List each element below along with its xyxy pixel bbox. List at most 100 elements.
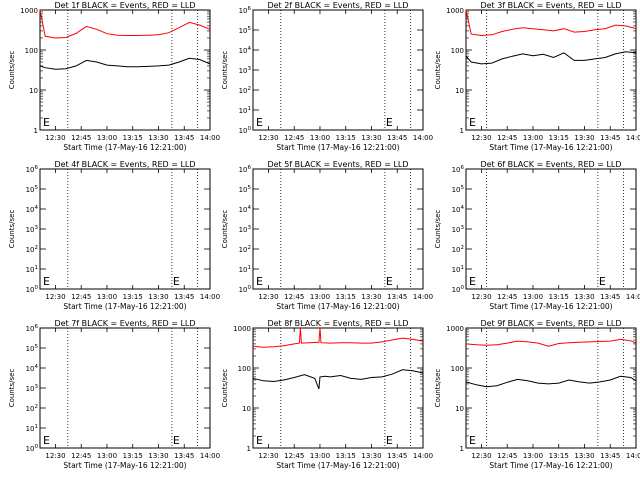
y-tick-label: 102	[26, 404, 38, 413]
y-axis-label: Counts/sec	[221, 369, 229, 408]
chart-title: Det 7f BLACK = Events, RED = LLD	[54, 319, 195, 328]
y-tick-label: 100	[451, 47, 464, 55]
x-tick-label: 14:00	[626, 293, 640, 301]
x-tick-label: 13:30	[574, 293, 594, 301]
x-tick-label: 13:00	[310, 293, 330, 301]
chart-title: Det 1f BLACK = Events, RED = LLD	[54, 1, 195, 10]
x-axis-label: Start Time (17-May-16 12:21:00)	[276, 143, 399, 152]
x-axis-label: Start Time (17-May-16 12:21:00)	[489, 461, 612, 470]
chart-panel-8: Det 8f BLACK = Events, RED = LLD 12:30 12:…	[221, 319, 433, 470]
x-axis-label: Start Time (17-May-16 12:21:00)	[63, 302, 186, 311]
lld-rate-line	[252, 327, 424, 348]
x-tick-label: 12:45	[284, 293, 304, 301]
event-marker-e: E	[386, 434, 393, 447]
x-tick-label: 13:45	[174, 293, 194, 301]
y-tick-label: 10	[242, 405, 251, 413]
event-marker-e: E	[599, 275, 606, 288]
y-tick-label: 104	[26, 364, 39, 373]
x-tick-label: 12:45	[71, 293, 91, 301]
y-tick-label: 103	[26, 225, 39, 234]
y-axis-label: Counts/sec	[434, 210, 442, 249]
x-tick-label: 14:00	[413, 134, 433, 142]
events-rate-line	[465, 51, 637, 65]
y-tick-label: 105	[26, 344, 39, 353]
y-tick-label: 106	[239, 6, 252, 15]
y-tick-label: 10	[455, 87, 464, 95]
plot-frame	[252, 168, 424, 290]
y-axis-label: Counts/sec	[221, 51, 229, 90]
y-tick-label: 106	[239, 165, 252, 174]
x-tick-label: 14:00	[200, 452, 220, 460]
y-tick-label: 1	[460, 445, 464, 453]
x-tick-label: 12:30	[471, 293, 491, 301]
x-tick-label: 13:45	[600, 134, 620, 142]
x-tick-label: 13:30	[361, 134, 381, 142]
x-tick-label: 12:30	[45, 134, 65, 142]
x-tick-label: 12:30	[471, 134, 491, 142]
x-tick-label: 13:00	[97, 134, 117, 142]
y-tick-label: 10	[29, 87, 38, 95]
x-tick-label: 13:00	[523, 134, 543, 142]
event-marker-e: E	[256, 275, 263, 288]
x-tick-label: 14:00	[413, 293, 433, 301]
y-tick-label: 1	[247, 445, 251, 453]
plot-frame	[39, 168, 211, 290]
x-tick-label: 14:00	[200, 293, 220, 301]
y-axis-label: Counts/sec	[221, 210, 229, 249]
x-tick-label: 13:45	[600, 293, 620, 301]
x-tick-label: 13:45	[174, 134, 194, 142]
y-axis-label: Counts/sec	[434, 369, 442, 408]
chart-title: Det 3f BLACK = Events, RED = LLD	[480, 1, 621, 10]
y-tick-label: 1000	[446, 325, 464, 333]
x-tick-label: 13:30	[148, 452, 168, 460]
y-tick-label: 10	[455, 405, 464, 413]
y-tick-label: 100	[25, 47, 38, 55]
event-marker-e: E	[469, 275, 476, 288]
y-tick-label: 1000	[446, 7, 464, 15]
x-axis-label: Start Time (17-May-16 12:21:00)	[276, 461, 399, 470]
chart-title: Det 5f BLACK = Events, RED = LLD	[267, 160, 408, 169]
lld-rate-line	[465, 9, 637, 37]
x-axis-label: Start Time (17-May-16 12:21:00)	[63, 461, 186, 470]
y-tick-label: 101	[26, 265, 38, 274]
x-tick-label: 12:45	[497, 293, 517, 301]
y-tick-label: 101	[26, 424, 38, 433]
x-tick-label: 12:30	[258, 134, 278, 142]
event-marker-e: E	[256, 434, 263, 447]
y-tick-label: 101	[239, 106, 251, 115]
event-marker-e: E	[386, 116, 393, 129]
event-marker-e: E	[173, 434, 180, 447]
event-marker-e: E	[43, 434, 50, 447]
x-tick-label: 13:15	[549, 293, 569, 301]
y-tick-label: 105	[239, 26, 252, 35]
y-tick-label: 100	[26, 444, 39, 453]
y-tick-label: 106	[452, 165, 465, 174]
chart-title: Det 6f BLACK = Events, RED = LLD	[480, 160, 621, 169]
event-marker-e: E	[469, 434, 476, 447]
chart-panel-9: Det 9f BLACK = Events, RED = LLD 12:30 12:…	[434, 319, 640, 470]
y-tick-label: 102	[239, 86, 251, 95]
x-tick-label: 14:00	[200, 134, 220, 142]
lld-rate-line	[39, 9, 211, 39]
chart-title: Det 2f BLACK = Events, RED = LLD	[267, 1, 408, 10]
x-axis-label: Start Time (17-May-16 12:21:00)	[63, 143, 186, 152]
x-tick-label: 13:00	[523, 452, 543, 460]
y-tick-label: 101	[452, 265, 464, 274]
y-tick-label: 100	[239, 285, 252, 294]
x-tick-label: 14:00	[413, 452, 433, 460]
x-tick-label: 13:45	[387, 134, 407, 142]
y-tick-label: 101	[239, 265, 251, 274]
x-tick-label: 12:30	[258, 293, 278, 301]
x-axis-label: Start Time (17-May-16 12:21:00)	[489, 302, 612, 311]
plot-frame	[39, 9, 211, 131]
event-marker-e: E	[469, 116, 476, 129]
y-axis-label: Counts/sec	[8, 369, 16, 408]
y-tick-label: 102	[452, 245, 464, 254]
x-tick-label: 13:30	[361, 293, 381, 301]
y-tick-label: 1000	[233, 325, 251, 333]
x-tick-label: 13:00	[97, 452, 117, 460]
x-tick-label: 12:45	[497, 452, 517, 460]
x-tick-label: 14:00	[626, 134, 640, 142]
x-tick-label: 12:30	[258, 452, 278, 460]
